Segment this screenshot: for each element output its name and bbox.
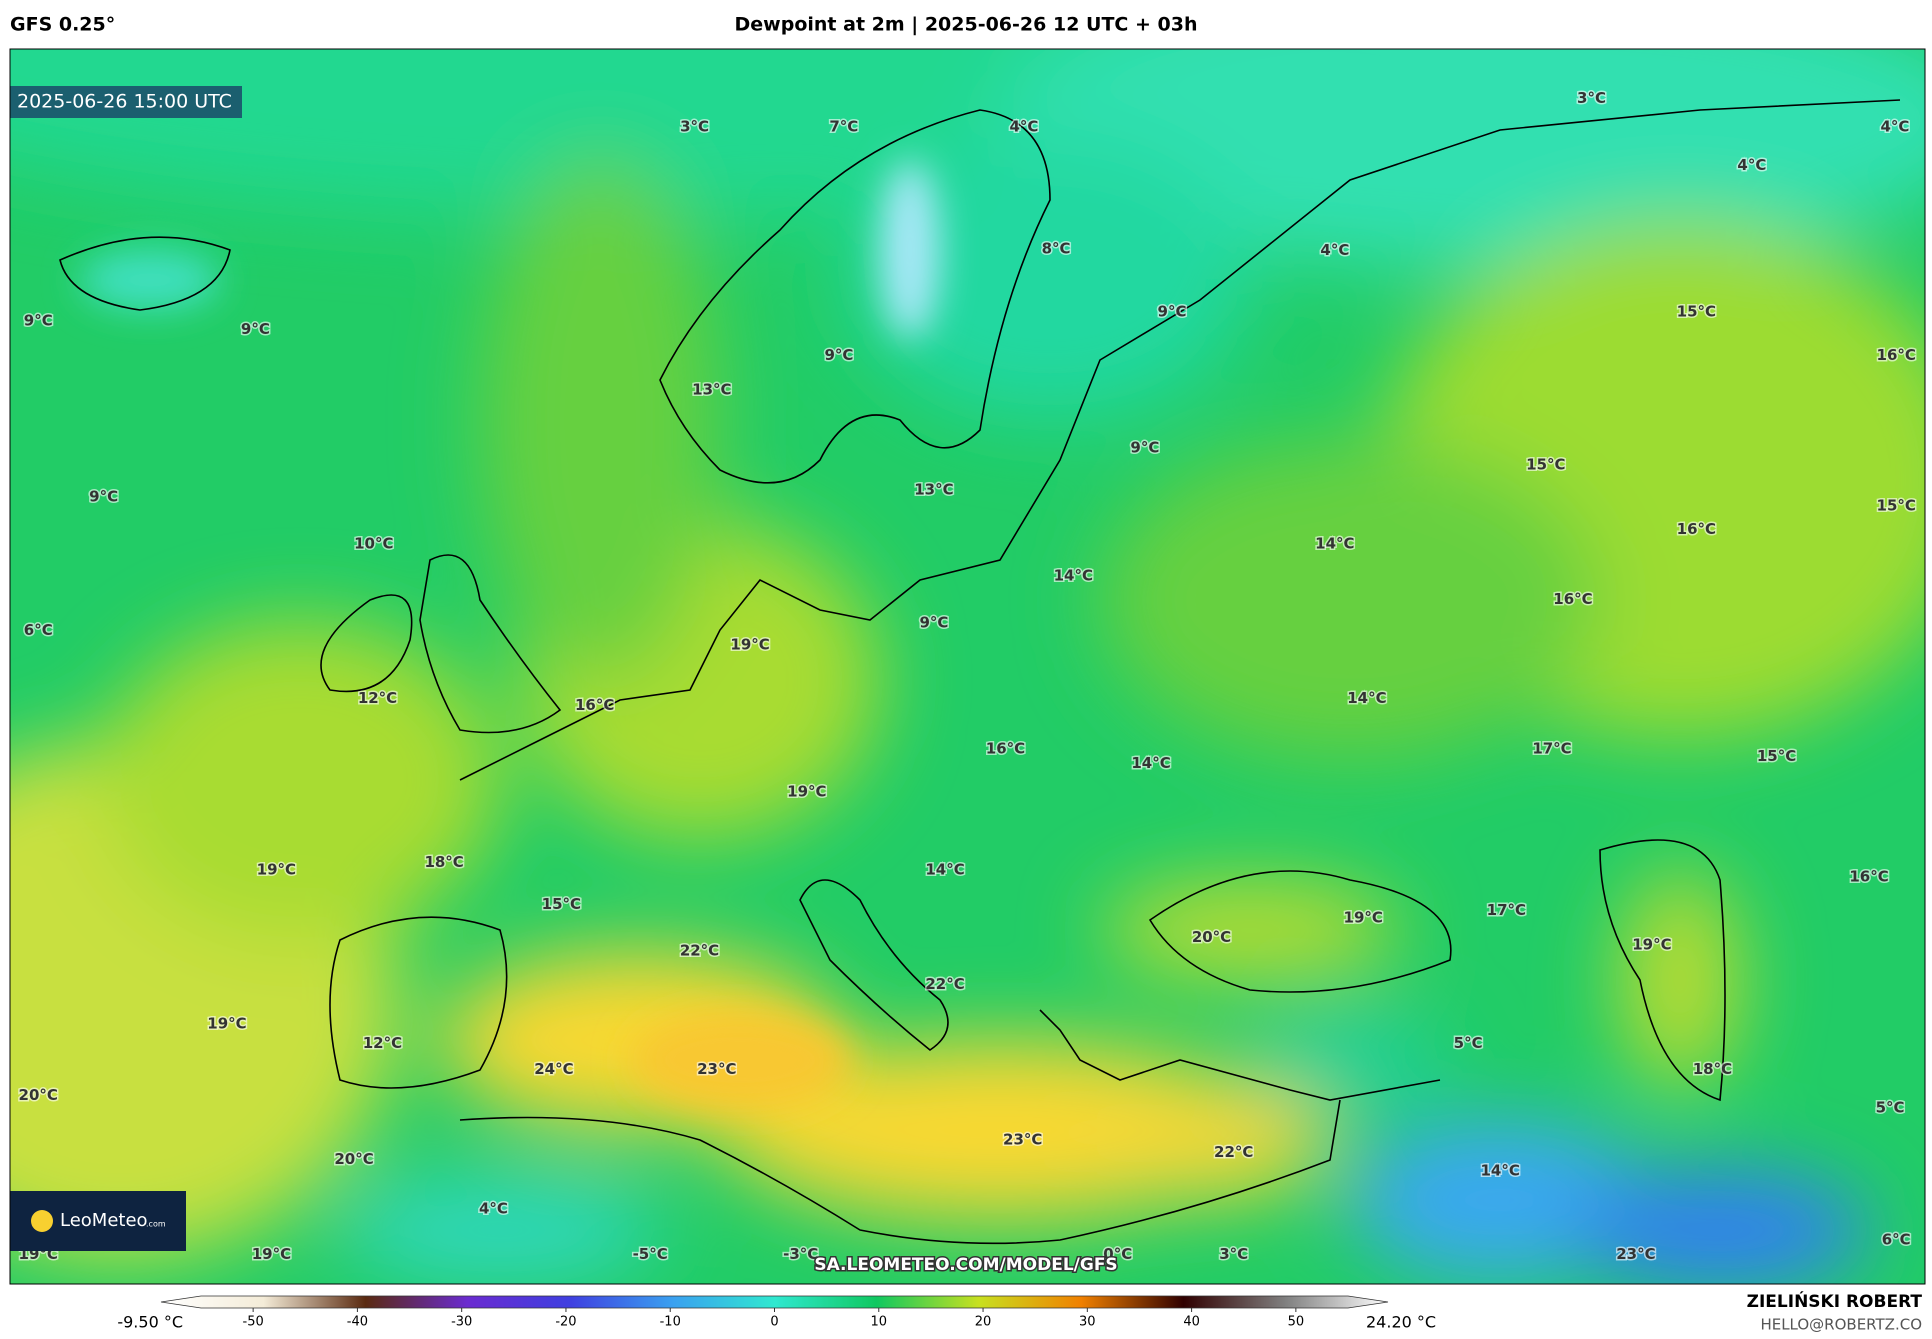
dewpoint-field xyxy=(10,49,1925,1284)
temperature-label: 22°C xyxy=(1214,1143,1253,1161)
temperature-label: 3°C xyxy=(680,118,709,136)
temperature-label: 17°C xyxy=(1487,901,1526,919)
temperature-label: -5°C xyxy=(633,1245,668,1263)
watermark: SA.LEOMETEO.COM/MODEL/GFS xyxy=(814,1255,1117,1275)
temperature-label: 4°C xyxy=(479,1200,508,1218)
temperature-label: 23°C xyxy=(697,1060,736,1078)
temperature-label: 9°C xyxy=(241,320,270,338)
temperature-label: 13°C xyxy=(914,480,953,498)
temperature-label: 9°C xyxy=(89,488,118,506)
colorbar-tick-label: 50 xyxy=(1288,1315,1305,1330)
temperature-label: -3°C xyxy=(783,1245,818,1263)
temperature-label: 16°C xyxy=(1877,346,1916,364)
time-badge xyxy=(10,86,242,118)
temperature-label: 23°C xyxy=(1003,1130,1042,1148)
temperature-label: 19°C xyxy=(1632,936,1671,954)
temperature-label: 10°C xyxy=(354,535,393,553)
temperature-label: 15°C xyxy=(542,895,581,913)
colorbar: -50 -40 -30 -20 -10 0 10 20 30 40 50 xyxy=(160,1295,1389,1330)
map: 3°C 7°C 4°C 3°C 4°C 4°C 8°C 4°C 9°C 15°C 16°C 9°C 9°… xyxy=(10,49,1925,1284)
logo-text: LeoMeteo xyxy=(60,1210,148,1231)
temperature-label: 4°C xyxy=(1320,241,1349,259)
temperature-label: 19°C xyxy=(1344,908,1383,926)
email: HELLO@ROBERTZ.CO xyxy=(1760,1316,1922,1334)
temperature-label: 16°C xyxy=(1553,590,1592,608)
colorbar-tick-label: 10 xyxy=(870,1315,887,1330)
temperature-label: 14°C xyxy=(1054,567,1093,585)
temperature-label: 17°C xyxy=(1532,739,1571,757)
temperature-label: 3°C xyxy=(1219,1245,1248,1263)
temperature-label: 20°C xyxy=(334,1150,373,1168)
temperature-label: 14°C xyxy=(1131,754,1170,772)
map-title: Dewpoint at 2m | 2025-06-26 12 UTC + 03h xyxy=(735,14,1198,36)
temperature-label: 14°C xyxy=(925,860,964,878)
temperature-label: 4°C xyxy=(1010,118,1039,136)
temperature-label: 19°C xyxy=(787,783,826,801)
map-frame xyxy=(9,48,1926,1285)
temperature-label: 15°C xyxy=(1757,747,1796,765)
temperature-label: 9°C xyxy=(24,311,53,329)
colorbar-tick-label: -30 xyxy=(451,1315,472,1330)
temperature-label: 16°C xyxy=(986,739,1025,757)
temperature-label: 4°C xyxy=(1737,156,1766,174)
temperature-label: 19°C xyxy=(207,1014,246,1032)
temperature-label: 19°C xyxy=(257,860,296,878)
colorbar-min: -9.50 °C xyxy=(117,1313,183,1332)
temperature-label: 15°C xyxy=(1877,496,1916,514)
temperature-label: 6°C xyxy=(24,621,53,639)
temperature-label: 14°C xyxy=(1481,1161,1520,1179)
temperature-label: 9°C xyxy=(1158,303,1187,321)
temperature-label: 9°C xyxy=(824,346,853,364)
temperature-label: 6°C xyxy=(1882,1230,1911,1248)
colorbar-tick-label: -50 xyxy=(243,1315,264,1330)
colorbar-tick-label: 30 xyxy=(1079,1315,1096,1330)
colorbar-tick-label: 20 xyxy=(975,1315,992,1330)
logo-sun xyxy=(31,1210,53,1232)
logo-suffix: .com xyxy=(146,1220,166,1229)
temperature-label: 15°C xyxy=(1677,303,1716,321)
temperature-label: 4°C xyxy=(1881,118,1910,136)
temperature-label: 14°C xyxy=(1315,535,1354,553)
temperature-label: 18°C xyxy=(424,853,463,871)
temperature-label: 23°C xyxy=(1616,1245,1655,1263)
temperature-label: 14°C xyxy=(1347,689,1386,707)
colorbar-tick-label: 0 xyxy=(770,1315,778,1330)
valid-time: 2025-06-26 15:00 UTC xyxy=(17,91,232,113)
temperature-label: 16°C xyxy=(1677,520,1716,538)
coastlines xyxy=(59,99,1901,1245)
temperature-label: 12°C xyxy=(358,689,397,707)
temperature-label: 13°C xyxy=(692,380,731,398)
colorbar-tick-label: -10 xyxy=(660,1315,681,1330)
colorbar-max: 24.20 °C xyxy=(1366,1313,1436,1332)
temperature-label: 9°C xyxy=(919,614,948,632)
temperature-label: 24°C xyxy=(534,1060,573,1078)
colorbar-tick-label: -40 xyxy=(347,1315,368,1330)
temperature-label: 18°C xyxy=(1693,1060,1732,1078)
temperature-label: 22°C xyxy=(925,975,964,993)
temperature-label: 20°C xyxy=(19,1086,58,1104)
temperature-label: 8°C xyxy=(1042,240,1071,258)
colorbar-tick-label: -20 xyxy=(555,1315,576,1330)
temperature-label: 19°C xyxy=(252,1245,291,1263)
colorbar-tick-label: 40 xyxy=(1183,1315,1200,1330)
temperature-label: 19°C xyxy=(730,636,769,654)
model-name: GFS 0.25° xyxy=(10,14,115,36)
temperature-label: 3°C xyxy=(1577,89,1606,107)
temperature-label: 12°C xyxy=(363,1034,402,1052)
author: ZIELIŃSKI ROBERT xyxy=(1747,1290,1923,1312)
temperature-label: 20°C xyxy=(1192,928,1231,946)
colorbar-bar xyxy=(160,1295,1389,1309)
temperature-label: 7°C xyxy=(829,118,858,136)
temperature-label: 16°C xyxy=(575,696,614,714)
temperature-label: 15°C xyxy=(1526,456,1565,474)
temperature-label: 22°C xyxy=(680,942,719,960)
temperature-label: 9°C xyxy=(1130,438,1159,456)
temperature-label: 0°C xyxy=(1103,1245,1132,1263)
temperature-label: 5°C xyxy=(1876,1098,1905,1116)
temperature-label: 16°C xyxy=(1849,868,1888,886)
temperature-label: 5°C xyxy=(1454,1034,1483,1052)
